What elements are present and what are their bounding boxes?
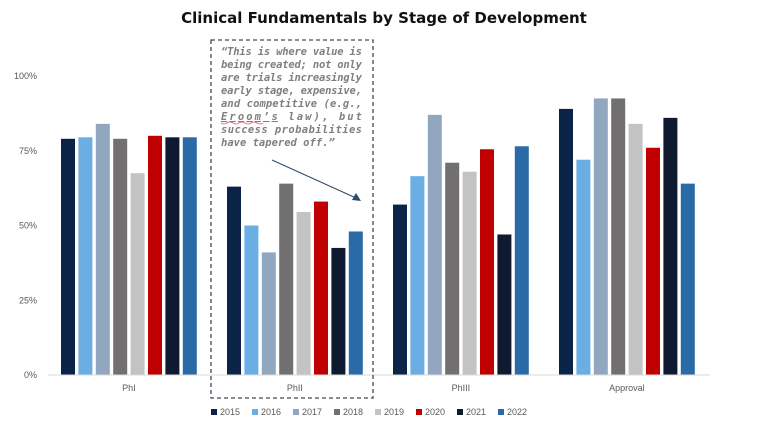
highlight-box [210, 39, 374, 399]
bar [348, 231, 363, 375]
bar [244, 225, 259, 375]
legend-label: 2018 [343, 407, 363, 417]
bar [130, 173, 145, 375]
bar [628, 123, 643, 375]
bar [393, 204, 407, 375]
x-axis: PhI PhII PhIII Approval [122, 383, 645, 393]
bar [61, 138, 75, 375]
bar [410, 176, 425, 375]
annotation-line: and competitive (e.g., [221, 98, 362, 110]
annotation-line: Eroom’s law), but [221, 111, 362, 123]
bar [497, 234, 512, 375]
legend-label: 2022 [507, 407, 527, 417]
legend-swatch [211, 409, 217, 415]
legend-swatch [416, 409, 422, 415]
bar [113, 138, 128, 375]
legend-label: 2017 [302, 407, 322, 417]
annotation-line: “This is where value is [221, 46, 362, 58]
bar [462, 171, 477, 375]
bar [165, 137, 180, 375]
annotation-line: have tapered off.” [221, 137, 335, 149]
y-tick-label: 0% [24, 370, 37, 380]
legend-label: 2016 [261, 407, 281, 417]
y-tick-label: 75% [19, 146, 37, 156]
bar [427, 114, 442, 376]
annotation-arrow-head [352, 193, 361, 201]
bar [680, 183, 695, 375]
bar [611, 98, 626, 376]
bar [559, 108, 573, 375]
y-tick-label: 25% [19, 295, 37, 305]
y-axis: 0% 25% 50% 75% 100% [14, 71, 37, 380]
bar [279, 183, 294, 375]
legend-swatch [457, 409, 463, 415]
bar [514, 146, 529, 375]
bar [576, 159, 591, 375]
legend-swatch [498, 409, 504, 415]
bars [61, 98, 695, 376]
bar [95, 123, 110, 375]
legend-swatch [375, 409, 381, 415]
x-tick-label: PhII [287, 383, 303, 393]
spellcheck-underline [220, 121, 264, 125]
bar [227, 186, 241, 375]
legend-swatch [293, 409, 299, 415]
bar [646, 147, 660, 375]
annotation-line: being created; not only [221, 59, 363, 71]
bar [663, 117, 678, 376]
x-tick-label: Approval [609, 383, 645, 393]
bar [331, 247, 346, 375]
bar [296, 212, 311, 375]
annotation-line: success probabilities [221, 124, 362, 136]
x-tick-label: PhI [122, 383, 136, 393]
annotation-line: early stage, expensive, [221, 85, 362, 97]
bar [148, 135, 162, 375]
chart-title: Clinical Fundamentals by Stage of Develo… [181, 9, 587, 27]
bar [480, 149, 494, 375]
bar [78, 137, 93, 375]
annotation-arrow-line [271, 159, 357, 199]
legend-label: 2020 [425, 407, 445, 417]
legend-label: 2015 [220, 407, 240, 417]
bar [445, 162, 460, 375]
annotation-line: are trials increasingly [221, 72, 363, 84]
legend-label: 2021 [466, 407, 486, 417]
y-tick-label: 100% [14, 71, 37, 81]
bar [593, 98, 608, 376]
x-tick-label: PhIII [452, 383, 471, 393]
legend-label: 2019 [384, 407, 404, 417]
y-tick-label: 50% [19, 221, 37, 231]
bar [261, 252, 276, 375]
bar [314, 201, 328, 375]
legend: 2015 2016 2017 2018 2019 2020 2021 2022 [211, 407, 527, 417]
legend-swatch [334, 409, 340, 415]
legend-swatch [252, 409, 258, 415]
bar [182, 137, 197, 375]
